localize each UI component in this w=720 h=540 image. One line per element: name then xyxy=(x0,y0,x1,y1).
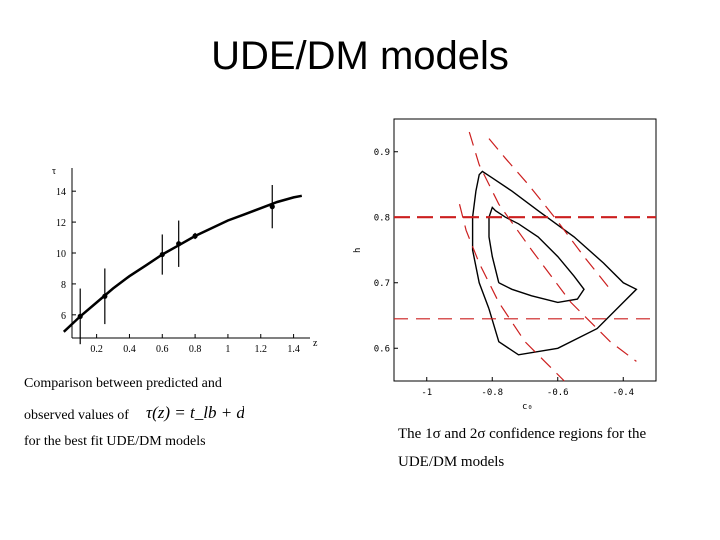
left-y-tick-labels: 6 8 10 12 14 xyxy=(56,187,76,322)
right-y-tick-label: 0.9 xyxy=(374,148,390,158)
formula-text: τ(z) = t_lb + df xyxy=(146,403,244,422)
data-point xyxy=(192,233,198,239)
data-point xyxy=(77,313,83,319)
slide-title: UDE/DM models xyxy=(211,34,509,78)
right-x-tick-label: -0.8 xyxy=(481,388,503,398)
left-x-tick-label: 0.8 xyxy=(189,344,202,355)
left-y-tick-label: 8 xyxy=(61,280,66,291)
right-x-tick-label: -0.4 xyxy=(612,388,634,398)
right-chart-frame xyxy=(393,118,657,382)
right-x-tick-label: -1 xyxy=(421,388,432,398)
formula: τ(z) = t_lb + df xyxy=(146,403,244,422)
left-x-tick-label: 0.6 xyxy=(156,344,169,355)
left-y-tick-label: 10 xyxy=(56,249,66,260)
left-x-tick-label: 1.2 xyxy=(255,344,267,355)
left-y-axis-label: τ xyxy=(52,166,56,177)
left-x-tick-labels: 0.2 0.4 0.6 0.8 1 1.2 1.4 xyxy=(90,334,300,355)
data-point xyxy=(269,204,275,210)
dashed-curve xyxy=(468,131,637,362)
right-x-tick-label: -0.6 xyxy=(547,388,569,398)
data-point xyxy=(159,251,165,258)
data-point xyxy=(176,241,182,247)
right-y-tick-label: 0.8 xyxy=(374,213,390,223)
dashed-curve xyxy=(458,204,565,382)
right-x-tick-labels: -1 -0.8 -0.6 -0.4 xyxy=(421,377,634,398)
left-x-tick-label: 0.2 xyxy=(90,344,103,355)
data-point xyxy=(102,293,108,299)
left-x-tick-label: 1.4 xyxy=(287,344,300,355)
dashed-curve xyxy=(488,138,611,290)
left-chart-axes xyxy=(71,168,310,339)
data-points xyxy=(77,185,275,345)
left-caption-line-3: for the best fit UDE/DM models xyxy=(24,434,206,449)
confidence-contour xyxy=(471,170,638,356)
left-y-tick-label: 14 xyxy=(56,187,66,198)
left-caption-line-1: Comparison between predicted and xyxy=(24,376,222,391)
left-y-tick-label: 12 xyxy=(56,218,66,229)
left-x-axis-label: z xyxy=(313,338,318,349)
fit-curve xyxy=(62,194,303,333)
left-caption-line-2: observed values of xyxy=(24,408,129,423)
contour-lines xyxy=(394,131,656,382)
left-x-tick-label: 0.4 xyxy=(123,344,136,355)
left-chart: τ z 0.2 0.4 0.6 0.8 1 1.2 1.4 6 8 10 12 14 xyxy=(52,166,318,355)
right-caption-line-2: UDE/DM models xyxy=(398,454,505,470)
right-y-tick-label: 0.6 xyxy=(374,344,390,354)
left-y-tick-label: 6 xyxy=(61,311,66,322)
right-y-axis-label: h xyxy=(353,248,363,253)
right-y-tick-label: 0.7 xyxy=(374,279,390,289)
right-chart: -1 -0.8 -0.6 -0.4 0.9 0.8 0.7 0.6 h c₀ xyxy=(353,118,657,412)
right-caption-line-1: The 1σ and 2σ confidence regions for the xyxy=(398,426,647,442)
left-x-tick-label: 1 xyxy=(225,344,230,355)
right-x-axis-label: c₀ xyxy=(522,402,533,412)
confidence-contour xyxy=(488,206,585,304)
